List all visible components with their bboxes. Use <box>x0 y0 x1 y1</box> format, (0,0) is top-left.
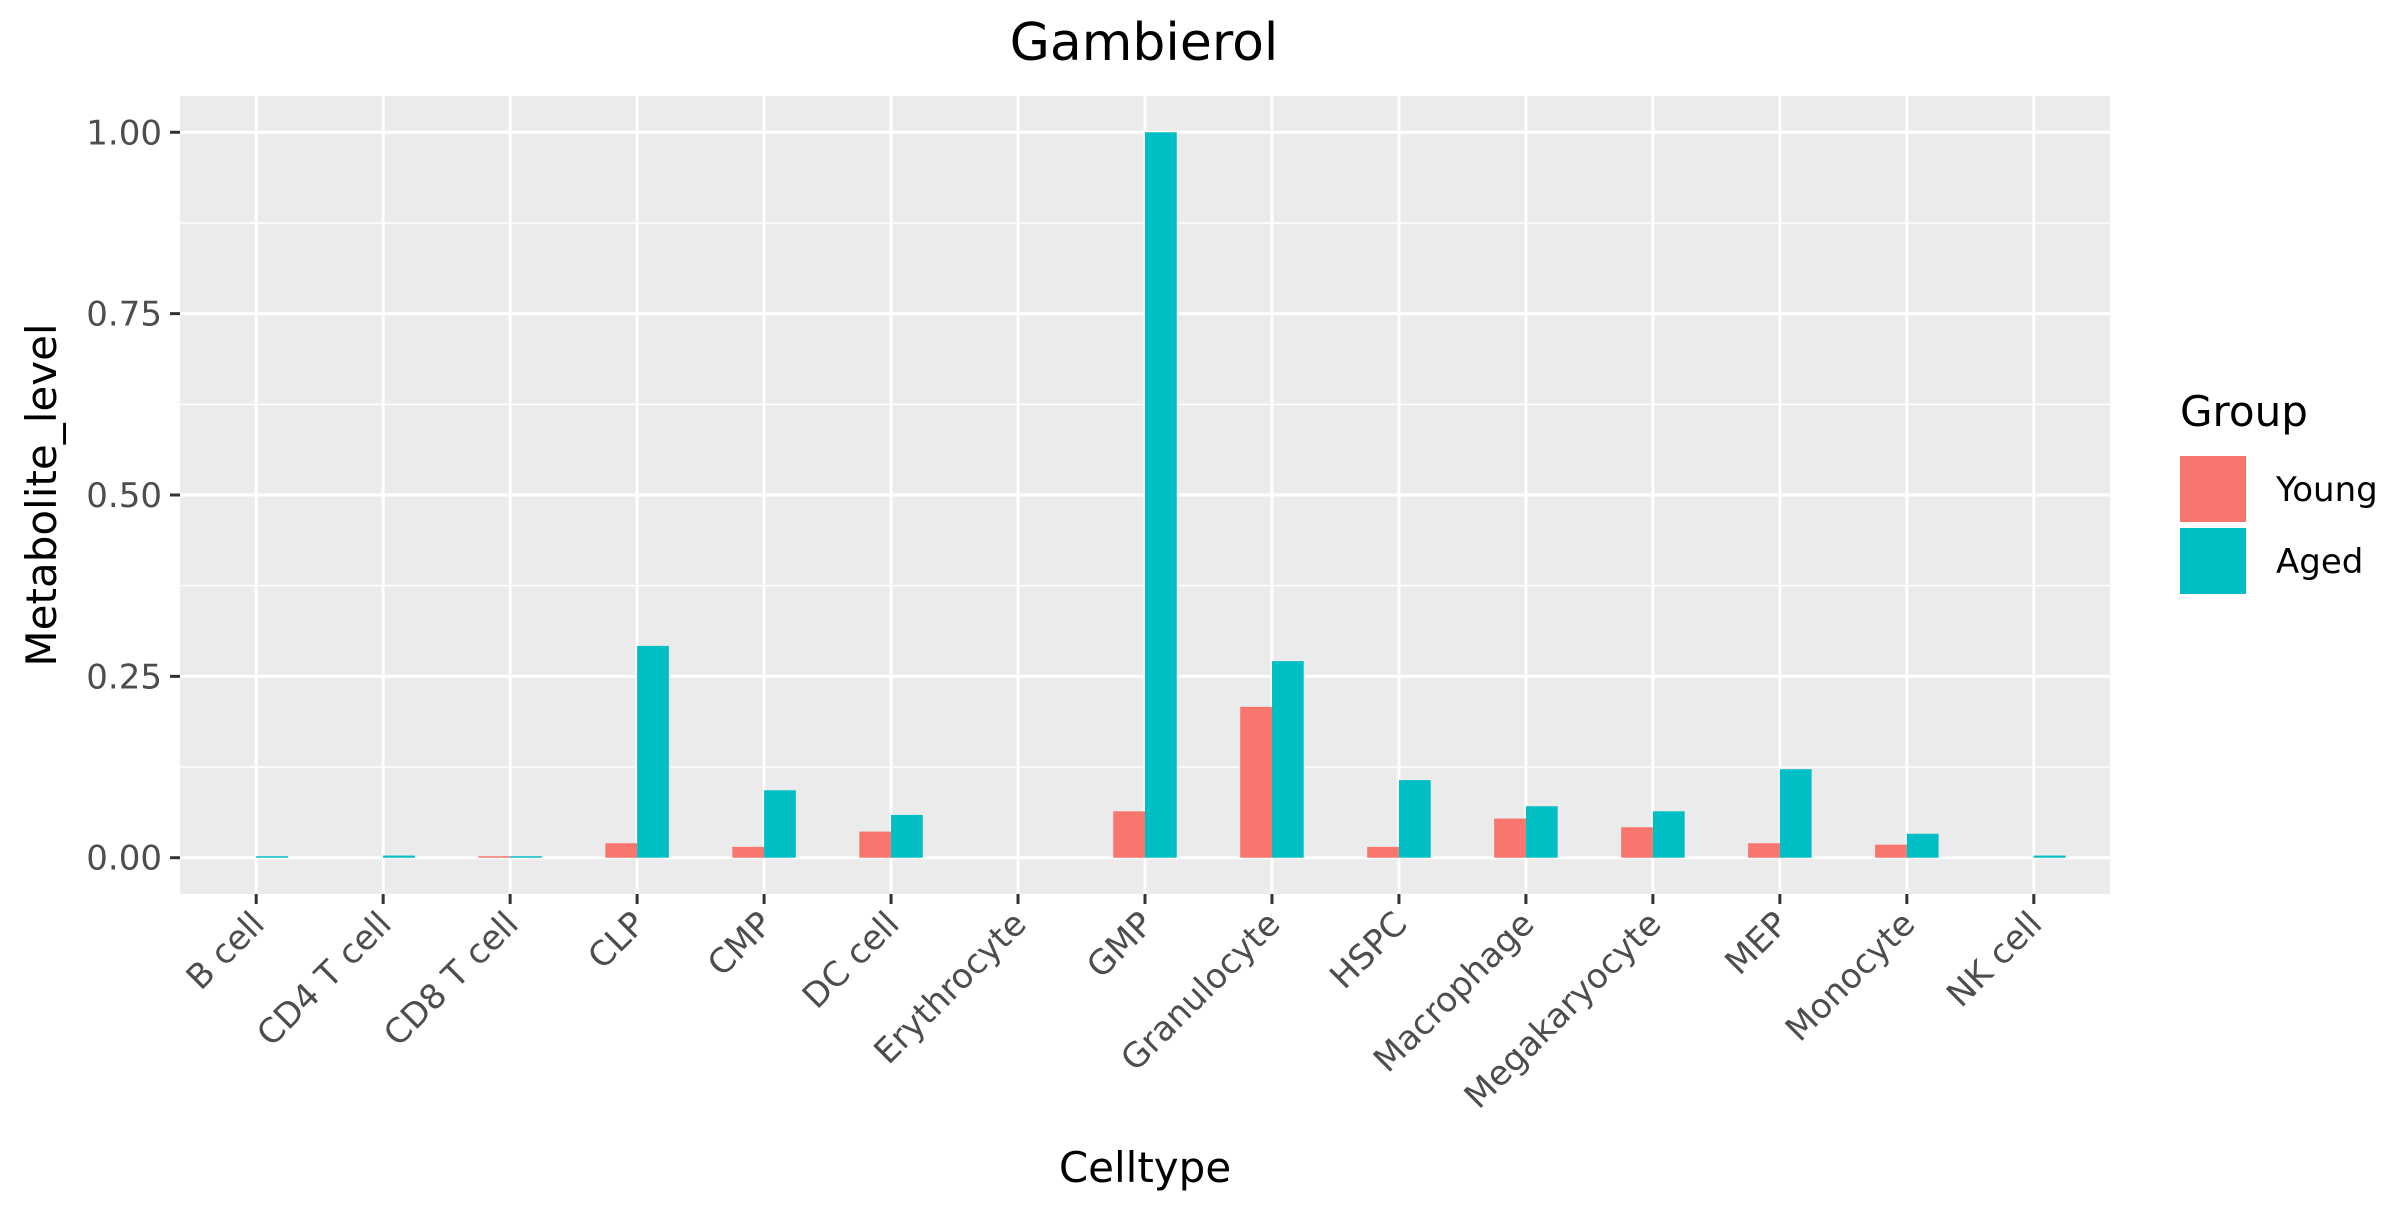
x-tick-label: CD8 T cell <box>376 904 526 1054</box>
bar-young <box>1748 843 1780 858</box>
bar-aged <box>1779 769 1812 858</box>
x-tick-label: B cell <box>179 904 273 998</box>
legend: Group Young Aged <box>2180 387 2378 594</box>
legend-label-young: Young <box>2275 470 2378 510</box>
bar-aged <box>256 856 288 858</box>
bar-aged <box>637 645 669 858</box>
y-axis-title: Metabolite_level <box>17 323 66 666</box>
x-tick-label: DC cell <box>795 904 908 1017</box>
y-tick-label: 0.00 <box>86 839 162 879</box>
x-tick-label: MEP <box>1718 904 1797 983</box>
bar-aged <box>1525 806 1558 858</box>
bar-aged <box>1652 811 1685 858</box>
bar-young <box>1875 844 1907 858</box>
bar-aged <box>764 790 796 858</box>
y-tick-label: 1.00 <box>86 113 162 153</box>
legend-title: Group <box>2180 387 2308 436</box>
bar-aged <box>891 814 923 858</box>
bar-aged <box>510 856 542 858</box>
x-tick-label: Monocyte <box>1778 904 1923 1049</box>
x-tick-label: CMP <box>700 904 780 984</box>
bar-young <box>478 856 511 858</box>
bar-young <box>1113 811 1145 858</box>
y-axis: 0.00 0.25 0.50 0.75 1.00 <box>86 113 180 879</box>
y-tick-label: 0.50 <box>86 476 162 516</box>
x-tick-label: CD4 T cell <box>249 904 399 1054</box>
bar-young <box>859 831 892 858</box>
bar-young <box>732 846 765 858</box>
x-tick-label: NK cell <box>1939 904 2050 1015</box>
x-tick-label: HSPC <box>1322 904 1415 997</box>
bar-young <box>605 843 638 858</box>
bars <box>256 132 2066 858</box>
bar-aged <box>1906 833 1939 858</box>
bar-aged <box>1398 780 1431 858</box>
grid-major <box>180 96 2110 894</box>
bar-aged <box>2033 855 2066 858</box>
x-axis-title: Celltype <box>1059 1143 1231 1192</box>
bar-aged <box>1271 661 1304 858</box>
bar-young <box>1240 706 1272 858</box>
bar-young <box>1621 827 1653 858</box>
legend-key-young <box>2180 456 2246 522</box>
y-tick-label: 0.25 <box>86 657 162 697</box>
chart-title: Gambierol <box>1010 13 1279 73</box>
legend-label-aged: Aged <box>2276 542 2363 582</box>
bar-aged <box>1145 132 1177 858</box>
bar-young <box>1494 818 1526 858</box>
x-tick-label: GMP <box>1079 904 1161 986</box>
x-tick-label: CLP <box>581 904 654 977</box>
legend-key-aged <box>2180 528 2246 594</box>
bar-aged <box>383 855 415 858</box>
bar-young <box>1367 846 1399 858</box>
y-tick-label: 0.75 <box>86 295 162 335</box>
